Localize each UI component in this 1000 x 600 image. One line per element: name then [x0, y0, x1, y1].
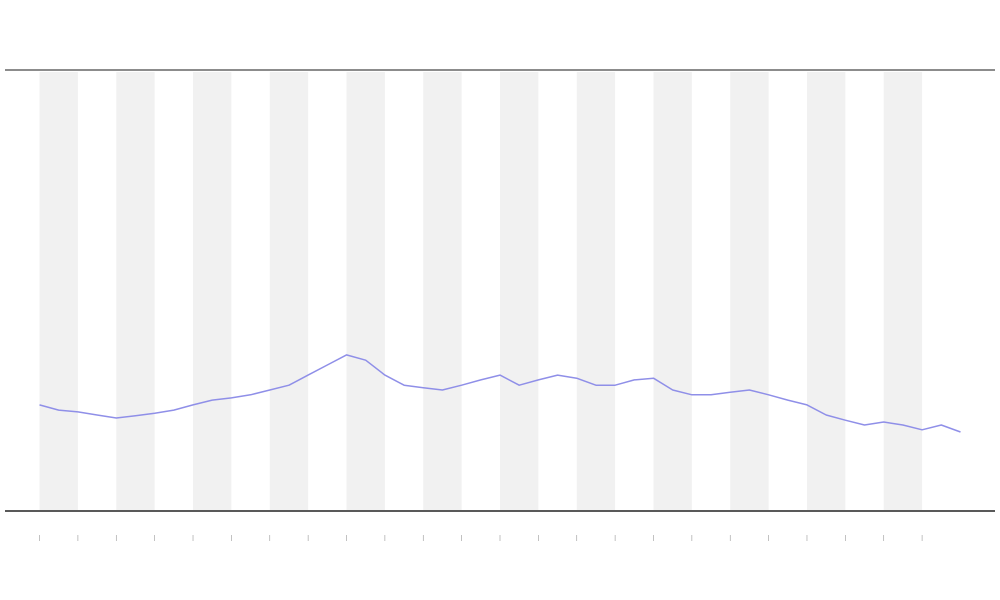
shaded-band [346, 72, 385, 510]
shaded-band [423, 72, 462, 510]
shaded-band [576, 72, 616, 510]
shaded-band [269, 72, 309, 510]
shaded-band [39, 72, 78, 510]
shaded-band [730, 72, 769, 510]
series-line [39, 354, 961, 433]
shaded-band [653, 72, 692, 510]
shaded-band [116, 72, 155, 510]
shaded-band [883, 72, 923, 510]
shaded-band [806, 72, 846, 510]
shaded-band [193, 72, 232, 510]
shaded-band [500, 72, 539, 510]
